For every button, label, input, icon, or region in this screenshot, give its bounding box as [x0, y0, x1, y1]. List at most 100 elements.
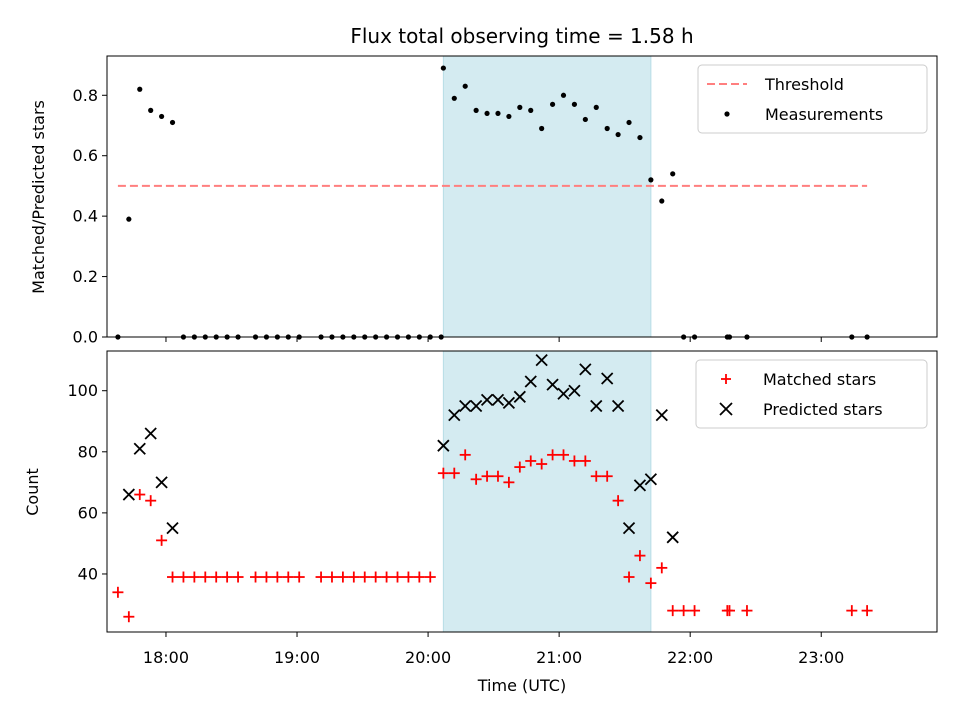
measurement-point — [670, 171, 676, 177]
measurement-point — [506, 113, 512, 120]
matched-star-point — [514, 461, 526, 473]
x-tick-label: 19:00 — [274, 648, 320, 667]
legend-matched-label: Matched stars — [763, 370, 876, 389]
bottom-y-axis-label: Count — [23, 468, 42, 516]
predicted-star-point — [622, 522, 636, 535]
matched-star-point — [315, 571, 327, 583]
matched-star-point — [634, 550, 646, 562]
predicted-star-point — [524, 375, 537, 388]
legend-predicted-swatch — [719, 402, 733, 416]
predicted-star-point — [633, 479, 647, 492]
matched-star-point — [337, 571, 349, 583]
top-plot-frame — [106, 55, 938, 338]
bottom-observing-window — [443, 351, 651, 632]
matched-star-point — [579, 455, 591, 467]
matched-star-point — [232, 571, 244, 583]
bottom-legend: Matched stars Predicted stars — [695, 359, 928, 429]
matched-star-point — [210, 571, 222, 583]
measurement-point — [495, 110, 501, 117]
predicted-star-point — [546, 378, 559, 391]
matched-star-point — [601, 470, 613, 482]
matched-star-point — [359, 571, 371, 583]
measurement-point — [148, 107, 154, 113]
matched-star-point — [437, 467, 449, 479]
matched-star-point — [177, 571, 189, 583]
matched-star-point — [167, 571, 179, 583]
matched-star-point — [156, 534, 168, 546]
legend-measurements-swatch — [724, 111, 730, 117]
predicted-star-point — [166, 522, 179, 535]
measurement-point — [582, 116, 588, 123]
predicted-star-point — [666, 531, 679, 544]
measurement-point — [451, 95, 457, 101]
matched-star-point — [424, 571, 436, 583]
legend-threshold-label: Threshold — [764, 75, 844, 94]
matched-star-point — [188, 571, 200, 583]
top-legend: Threshold Measurements — [697, 64, 928, 134]
matched-star-point — [402, 571, 414, 583]
measurement-point — [473, 107, 479, 113]
predicted-star-point — [535, 354, 548, 367]
measurement-point — [637, 134, 643, 141]
bottom-legend-box — [695, 359, 928, 429]
matched-star-point — [667, 605, 679, 617]
predicted-star-point — [590, 399, 603, 413]
predicted-star-point — [448, 409, 461, 422]
matched-star-point — [470, 473, 482, 485]
matched-star-point — [536, 458, 548, 470]
predicted-star-point — [155, 476, 168, 489]
predicted-star-point — [502, 396, 516, 410]
measurement-point — [528, 107, 534, 113]
predicted-star-point — [611, 399, 625, 413]
matched-star-point — [724, 605, 735, 617]
measurement-point — [159, 113, 165, 120]
matched-star-point — [221, 571, 233, 583]
matched-star-point — [381, 571, 393, 583]
measurement-point — [126, 216, 132, 222]
measurement-point — [440, 65, 446, 71]
top-y-tick-label: 0.0 — [73, 328, 98, 347]
top-y-tick-label: 0.2 — [73, 267, 98, 286]
x-tick-label: 22:00 — [667, 648, 713, 667]
matched-star-point — [448, 467, 460, 479]
matched-star-point — [741, 605, 753, 617]
predicted-star-point — [491, 393, 505, 407]
matched-star-point — [134, 489, 146, 501]
predicted-star-point — [601, 372, 614, 385]
matched-star-point — [503, 476, 515, 488]
measurement-point — [560, 92, 567, 98]
matched-star-point — [392, 571, 403, 583]
predicted-star-point — [122, 488, 135, 501]
measurement-point — [593, 104, 599, 110]
matched-star-point — [199, 571, 211, 583]
measurement-point — [549, 101, 556, 107]
matched-star-point — [413, 571, 425, 583]
predicted-star-point — [437, 439, 450, 452]
matched-star-point — [558, 449, 569, 461]
bottom-y-tick-label: 60 — [78, 503, 98, 522]
matched-star-point — [326, 571, 338, 583]
measurement-point — [626, 119, 632, 126]
matched-star-point — [568, 455, 580, 467]
x-tick-label: 21:00 — [536, 648, 582, 667]
predicted-star-point — [644, 473, 658, 486]
bottom-panel: 40 60 80 100 18:00 19:00 20:00 21:00 22:00 23:00… — [23, 350, 938, 667]
top-legend-box — [697, 64, 928, 134]
bottom-plot-frame — [106, 350, 938, 633]
matched-star-point — [370, 571, 382, 583]
legend-matched-swatch — [721, 374, 731, 384]
matched-star-point — [846, 605, 858, 617]
matched-star-point — [293, 571, 305, 583]
matched-star-point — [612, 495, 624, 507]
measurement-point — [462, 83, 468, 89]
measurement-point — [648, 177, 654, 183]
top-observing-window — [443, 56, 651, 337]
measurement-point — [604, 125, 610, 132]
matched-star-point — [271, 571, 283, 583]
measurement-point — [659, 198, 665, 204]
bottom-y-tick-label: 40 — [78, 564, 98, 583]
x-tick-label: 20:00 — [405, 648, 451, 667]
matched-star-point — [645, 577, 657, 589]
measurement-point — [517, 104, 523, 110]
